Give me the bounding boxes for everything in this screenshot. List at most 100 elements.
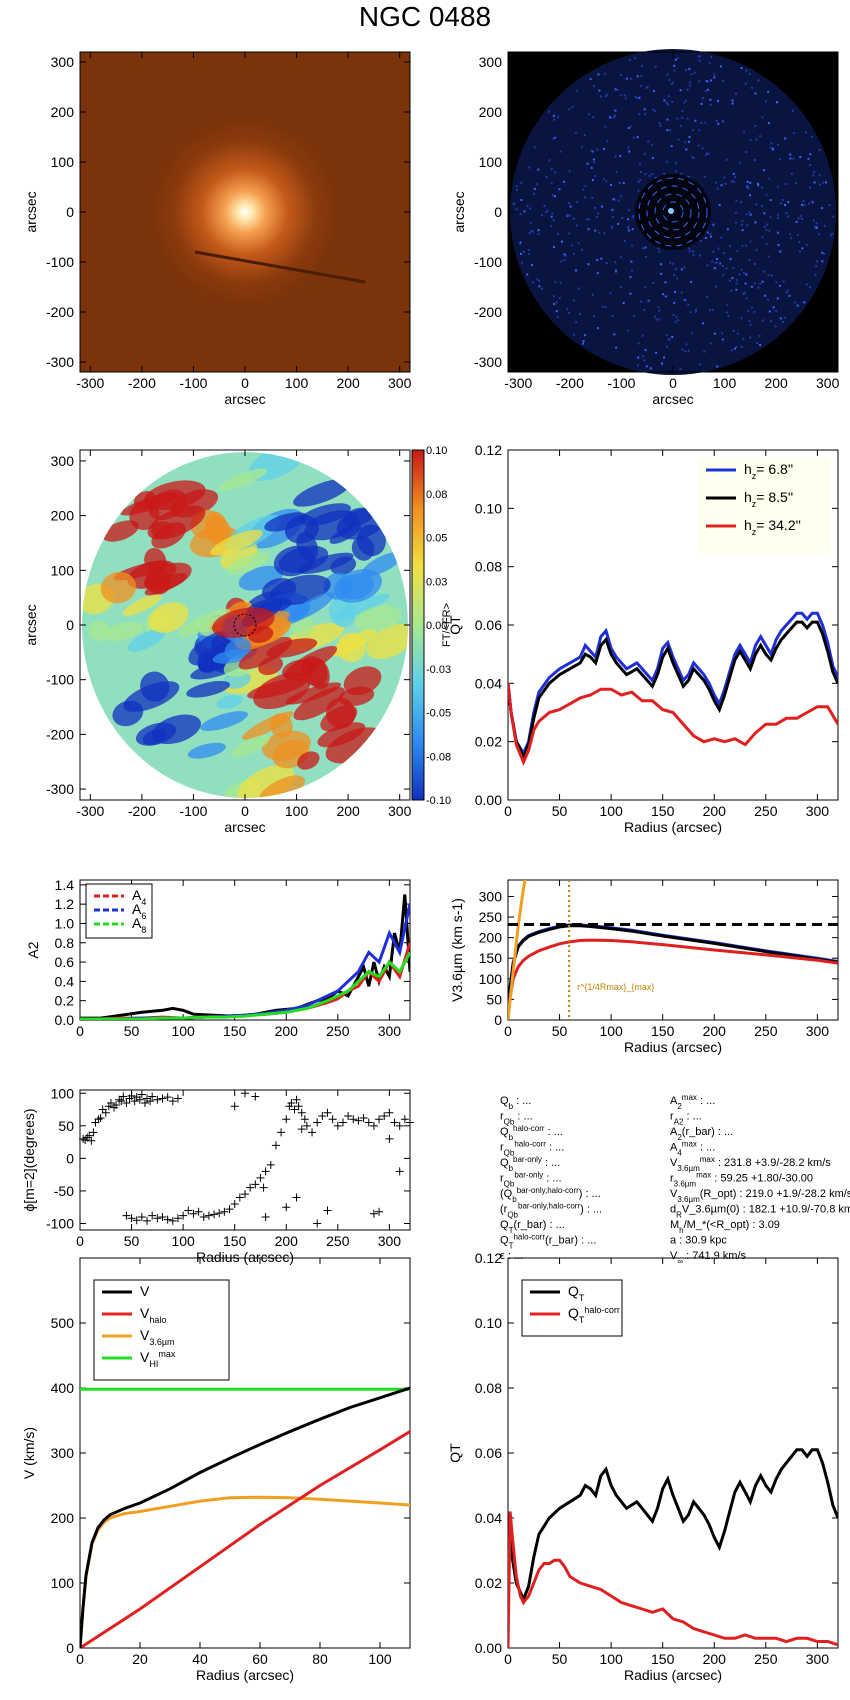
x-tick-label: 0 bbox=[504, 803, 512, 819]
legend-box bbox=[697, 457, 831, 555]
phase-point bbox=[106, 1099, 115, 1108]
speckle bbox=[710, 235, 713, 238]
speckle bbox=[630, 260, 633, 263]
galaxy-core bbox=[150, 117, 340, 307]
colorbar-tick-label: -0.10 bbox=[426, 795, 451, 807]
speckle bbox=[526, 204, 529, 207]
speckle bbox=[748, 320, 751, 323]
speckle bbox=[687, 303, 690, 306]
speckle bbox=[602, 178, 605, 181]
speckle bbox=[572, 299, 575, 302]
phase-point bbox=[104, 1102, 113, 1111]
p6-frame bbox=[507, 879, 839, 1021]
speckle bbox=[796, 304, 799, 307]
torque-blob bbox=[273, 545, 315, 577]
speckle bbox=[559, 281, 562, 284]
phase-point bbox=[328, 1115, 337, 1124]
x-tick-label: 50 bbox=[124, 1233, 140, 1249]
speckle bbox=[685, 343, 688, 346]
speckle bbox=[674, 170, 677, 173]
speckle bbox=[652, 282, 655, 285]
speckle bbox=[698, 80, 701, 83]
p3-axes: -300 -200 -100 0 100 200 300 -300 -200 -100 0 100 20… bbox=[23, 449, 412, 835]
speckle bbox=[594, 175, 597, 178]
speckle bbox=[687, 140, 690, 143]
speckle bbox=[604, 95, 607, 98]
speckle bbox=[592, 293, 595, 296]
torque-blob bbox=[320, 705, 358, 732]
speckle bbox=[529, 221, 532, 224]
speckle bbox=[610, 184, 613, 187]
speckle bbox=[627, 218, 630, 221]
speckle bbox=[717, 122, 720, 125]
y-tick-label: 200 bbox=[51, 104, 75, 120]
x-tick-label: 50 bbox=[552, 803, 568, 819]
x-tick-label: -200 bbox=[128, 375, 156, 391]
speckle bbox=[740, 346, 743, 349]
speckle bbox=[691, 129, 694, 132]
y-tick-label: 0.08 bbox=[475, 1380, 502, 1396]
speckle bbox=[690, 331, 693, 334]
speckle bbox=[697, 144, 700, 147]
phase-point bbox=[251, 1180, 260, 1189]
speckle bbox=[563, 180, 566, 183]
speckle bbox=[626, 329, 629, 332]
satellite-trail bbox=[194, 250, 366, 284]
speckle bbox=[600, 257, 603, 260]
speckle bbox=[764, 294, 767, 297]
speckle bbox=[616, 88, 619, 91]
speckle bbox=[738, 273, 741, 276]
x-tick-label: 100 bbox=[285, 375, 309, 391]
phase-point bbox=[344, 1112, 353, 1121]
colorbar-tick-label: -0.08 bbox=[426, 751, 451, 763]
speckle bbox=[796, 233, 799, 236]
speckle bbox=[643, 308, 646, 311]
x-tick-label: 200 bbox=[275, 1023, 299, 1039]
speckle bbox=[577, 242, 580, 245]
speckle bbox=[741, 244, 744, 247]
speckle bbox=[550, 168, 553, 171]
y-axis-label: ϕ[m=2](degrees) bbox=[21, 1108, 37, 1211]
speckle bbox=[580, 146, 583, 149]
phase-point bbox=[292, 1095, 301, 1104]
speckle bbox=[528, 166, 531, 169]
x-tick-label: 0 bbox=[504, 1651, 512, 1667]
parameter-table: Qb : ...rQb : ...Qbhalo-corr : ...rQbhal… bbox=[500, 1093, 850, 1266]
torque-blob bbox=[293, 478, 352, 507]
phase-point bbox=[146, 1097, 155, 1106]
speckle bbox=[714, 261, 717, 264]
p2-axes: -300 -200 -100 0 100 200 300 -300 -200 -100 0 100 20… bbox=[451, 51, 840, 407]
y-tick-label: 0.12 bbox=[475, 442, 502, 458]
speckle bbox=[734, 176, 737, 179]
torque-blob bbox=[293, 686, 345, 721]
speckle bbox=[703, 175, 706, 178]
speckle bbox=[683, 101, 686, 104]
speckle bbox=[622, 301, 625, 304]
speckle bbox=[632, 214, 635, 217]
param-left: QThalo-corr(r_bar) : ... bbox=[500, 1232, 596, 1250]
speckle bbox=[598, 89, 601, 92]
speckle bbox=[574, 269, 577, 272]
rc-series-1 bbox=[80, 1495, 410, 1648]
x-tick-label: 80 bbox=[312, 1651, 328, 1667]
speckle bbox=[614, 261, 617, 264]
torque-blob bbox=[237, 764, 295, 798]
speckle bbox=[585, 218, 588, 221]
y-tick-label: 0 bbox=[494, 1012, 502, 1028]
speckle bbox=[743, 291, 746, 294]
phase-point bbox=[375, 1207, 384, 1216]
speckle bbox=[709, 232, 712, 235]
speckle bbox=[807, 157, 810, 160]
speckle bbox=[638, 113, 641, 116]
speckle bbox=[653, 315, 656, 318]
speckle bbox=[770, 146, 773, 149]
speckle bbox=[745, 69, 748, 72]
torque-blob bbox=[187, 742, 226, 759]
speckle bbox=[621, 217, 624, 220]
speckle bbox=[725, 267, 728, 270]
speckle bbox=[746, 180, 749, 183]
speckle bbox=[576, 200, 579, 203]
speckle bbox=[777, 143, 780, 146]
speckle bbox=[636, 75, 639, 78]
speckle bbox=[819, 183, 822, 186]
